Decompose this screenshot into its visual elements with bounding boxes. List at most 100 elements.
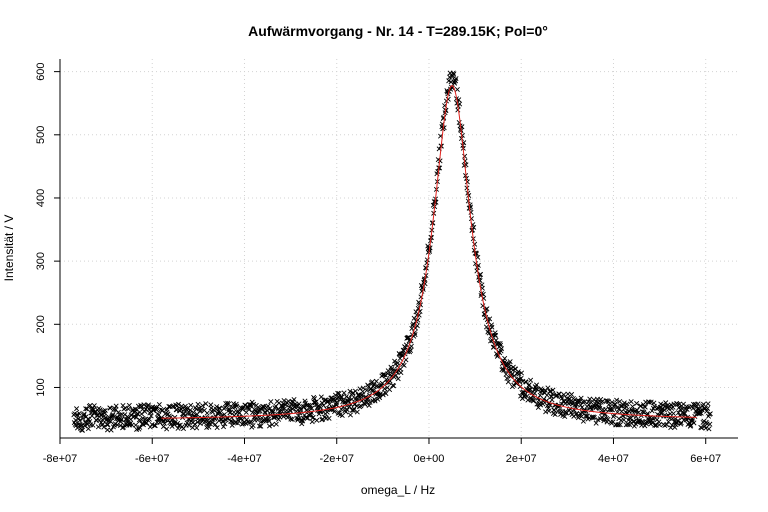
data-point — [461, 162, 467, 168]
data-point — [675, 401, 681, 407]
data-point — [692, 413, 698, 419]
data-point — [138, 404, 144, 410]
data-point — [549, 397, 555, 403]
data-point — [188, 402, 194, 408]
data-point — [453, 76, 459, 82]
data-point — [707, 411, 713, 417]
data-point — [200, 403, 206, 409]
data-point — [270, 409, 276, 416]
data-point — [648, 399, 654, 405]
y-tick-label-5: 600 — [35, 62, 47, 80]
data-point — [387, 387, 393, 393]
data-point — [347, 412, 353, 418]
data-point — [462, 158, 468, 164]
data-point — [401, 362, 407, 368]
data-point — [266, 423, 272, 429]
data-point — [133, 422, 139, 428]
data-point — [269, 422, 275, 428]
data-point — [459, 132, 465, 138]
chart-title: Aufwärmvorgang - Nr. 14 - T=289.15K; Pol… — [248, 23, 548, 39]
data-point — [462, 153, 468, 159]
data-point — [587, 396, 593, 402]
grid — [59, 59, 738, 438]
data-point — [505, 379, 511, 385]
data-point — [550, 387, 556, 393]
data-point — [579, 414, 585, 420]
data-point — [175, 401, 181, 407]
data-point — [511, 373, 517, 379]
data-point — [360, 385, 366, 391]
y-axis-label: Intensität / V — [2, 215, 16, 282]
y-tick-label-0: 100 — [35, 378, 47, 396]
data-point — [437, 165, 443, 171]
data-point — [471, 247, 477, 253]
data-point — [217, 409, 223, 416]
data-point — [98, 412, 104, 418]
data-point — [256, 423, 262, 429]
data-point — [451, 71, 457, 77]
data-point — [148, 413, 154, 419]
data-point — [609, 399, 615, 405]
data-point — [164, 426, 170, 432]
data-point — [317, 404, 323, 410]
data-point — [435, 169, 441, 175]
data-point — [597, 405, 603, 411]
data-point — [695, 406, 701, 412]
data-point — [621, 400, 627, 406]
data-point — [468, 216, 474, 222]
data-point — [297, 405, 303, 411]
data-point — [251, 401, 257, 407]
data-point — [403, 342, 409, 348]
data-point — [324, 409, 330, 415]
data-point — [707, 421, 713, 427]
data-point — [552, 412, 558, 418]
data-point — [684, 406, 690, 413]
data-point — [408, 343, 414, 349]
data-point — [172, 414, 178, 420]
data-point — [192, 421, 198, 427]
data-point — [100, 421, 106, 427]
data-point — [83, 406, 89, 412]
data-point — [344, 407, 350, 413]
data-point — [76, 410, 82, 416]
data-point — [339, 394, 345, 400]
data-point — [534, 382, 540, 388]
data-point — [108, 418, 114, 424]
axes: -8e+07 -6e+07 -4e+07 -2e+07 0e+00 2e+07 4e+07 6… — [35, 59, 738, 465]
data-point — [454, 87, 460, 93]
data-point — [77, 417, 83, 424]
data-points — [71, 70, 713, 433]
data-point — [366, 402, 372, 409]
data-point — [289, 416, 295, 422]
data-point — [649, 408, 655, 414]
data-point — [706, 426, 712, 432]
data-point — [599, 398, 606, 404]
data-point — [372, 398, 378, 404]
data-point — [445, 91, 451, 97]
data-point — [401, 348, 407, 354]
data-point — [680, 410, 686, 416]
data-point — [695, 401, 701, 407]
data-point — [478, 271, 484, 277]
data-point — [380, 392, 386, 398]
data-point — [656, 422, 662, 428]
data-point — [278, 407, 284, 414]
data-point — [201, 420, 207, 426]
data-point — [288, 416, 294, 422]
data-point — [407, 347, 414, 354]
data-point — [615, 422, 621, 428]
data-point — [204, 410, 210, 416]
data-point — [160, 424, 166, 430]
data-point — [175, 425, 181, 431]
data-point — [250, 423, 256, 429]
data-point — [122, 405, 128, 411]
data-point — [358, 403, 364, 409]
data-point — [107, 405, 113, 411]
data-point — [634, 407, 640, 413]
data-point — [335, 390, 341, 396]
data-point — [630, 413, 636, 419]
data-point — [537, 392, 543, 398]
data-point — [85, 426, 91, 432]
data-point — [73, 417, 79, 423]
